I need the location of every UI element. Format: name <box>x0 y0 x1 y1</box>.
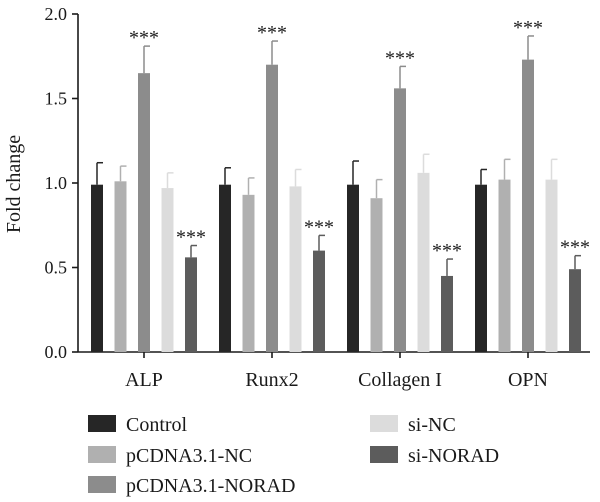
significance-label: *** <box>176 227 206 249</box>
bar <box>417 172 430 352</box>
significance-label: *** <box>560 237 590 259</box>
legend-label: Control <box>126 414 188 436</box>
significance-label: *** <box>513 17 543 39</box>
legend-label: si-NORAD <box>408 445 499 467</box>
legend-swatch <box>370 446 398 463</box>
bar <box>185 257 197 352</box>
bar <box>219 184 231 352</box>
legend-swatch <box>88 446 116 463</box>
x-tick-label: ALP <box>125 369 163 391</box>
bar <box>242 194 255 352</box>
bar <box>266 64 278 352</box>
y-tick-label: 0.5 <box>45 258 68 278</box>
bar <box>289 186 302 352</box>
bars: *** *** *** *** *** *** *** *** <box>91 17 590 353</box>
y-axis-label: Fold change <box>3 135 25 233</box>
significance-label: *** <box>129 27 159 49</box>
bar <box>370 198 383 352</box>
legend-label: si-NC <box>408 414 456 436</box>
significance-label: *** <box>432 240 462 262</box>
y-tick-label: 2.0 <box>45 4 68 24</box>
axes: 0.0 0.5 1.0 1.5 2.0 ALP Runx2 Collagen I OPN <box>45 4 590 391</box>
x-tick-label: Collagen I <box>358 369 442 391</box>
legend-swatch <box>88 415 116 432</box>
bar <box>545 179 558 352</box>
bar <box>441 275 453 352</box>
significance-label: *** <box>304 216 334 238</box>
legend-label: pCDNA3.1-NORAD <box>126 475 295 497</box>
legend: Control pCDNA3.1-NC pCDNA3.1-NORAD si-NC si-… <box>88 414 499 497</box>
x-tick-label: OPN <box>508 369 548 391</box>
bar <box>91 184 103 352</box>
y-tick-label: 1.5 <box>45 89 68 109</box>
bar <box>313 250 325 352</box>
y-tick-label: 0.0 <box>45 342 68 362</box>
bar <box>114 181 127 352</box>
significance-label: *** <box>257 22 287 44</box>
legend-label: pCDNA3.1-NC <box>126 445 252 467</box>
bar <box>522 59 534 352</box>
bar <box>394 88 406 353</box>
bar <box>475 184 487 352</box>
y-tick-label: 1.0 <box>45 173 68 193</box>
bar <box>569 269 581 352</box>
x-tick-label: Runx2 <box>245 369 298 391</box>
bar <box>498 179 511 352</box>
bar <box>347 184 359 352</box>
legend-swatch <box>370 415 398 432</box>
bar <box>161 188 174 352</box>
significance-label: *** <box>385 47 415 69</box>
bar <box>138 73 150 353</box>
legend-swatch <box>88 476 116 493</box>
